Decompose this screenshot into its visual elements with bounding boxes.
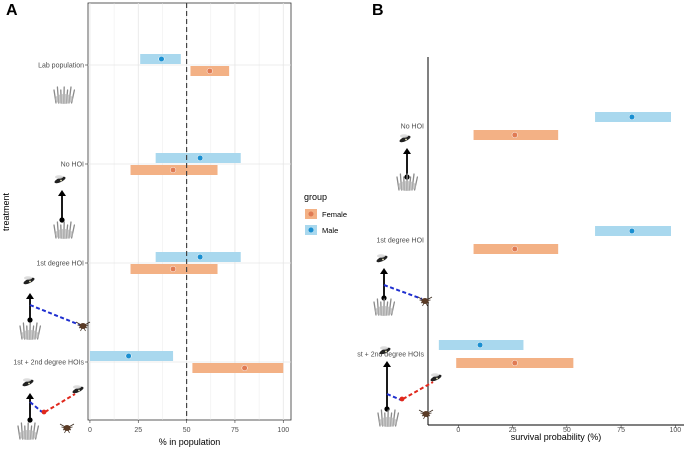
wasp-icon xyxy=(379,346,391,355)
panel-b-category-1st-degree-hoi: 1st degree HOI xyxy=(377,238,425,245)
panel-a-plot-area xyxy=(87,2,292,421)
effect-arrow-icon xyxy=(26,393,34,423)
plant-icon xyxy=(53,86,76,104)
legend-point-female xyxy=(308,211,314,217)
panel-a-tick-label: 0 xyxy=(88,427,92,434)
plant-icon xyxy=(377,409,400,427)
wasp-icon xyxy=(54,175,66,184)
panel-a-female-point-no-hoi xyxy=(170,166,177,174)
panel-b: 0 25 50 75 100 No HOI 1st degree HOI st + 2nd … xyxy=(357,57,684,442)
panel-a-x-ticks: 0 25 50 75 100 xyxy=(88,420,289,434)
panel-b-marks xyxy=(438,112,671,368)
wasp-icon xyxy=(430,373,442,382)
panel-b-tick-label: 50 xyxy=(563,427,571,434)
panel-a: 0 25 50 75 100 Lab population No HOI 1st degre… xyxy=(1,2,292,447)
plant-icon xyxy=(17,422,40,440)
panel-a-male-point-1st-2nd-degree-hois xyxy=(125,352,132,360)
plant-icon xyxy=(396,173,419,191)
panel-a-tick-label: 75 xyxy=(231,427,239,434)
panel-a-tick-label: 100 xyxy=(277,427,289,434)
panel-a-female-point-lab-population xyxy=(206,67,213,75)
panel-a-tick-label: 50 xyxy=(183,427,191,434)
modification-arrow-icon xyxy=(29,401,43,413)
spider-icon xyxy=(418,409,434,420)
panel-a-category-no-hoi: No HOI xyxy=(61,162,84,169)
panel-b-x-ticks: 0 25 50 75 100 xyxy=(456,425,681,434)
modification-arrow-icon xyxy=(29,304,81,326)
panel-b-tick-label: 100 xyxy=(669,427,681,434)
panel-b-tick-label: 25 xyxy=(509,427,517,434)
panel-b-tick-label: 75 xyxy=(617,427,625,434)
panel-a-category-1st-degree-hoi: 1st degree HOI xyxy=(37,261,85,268)
spider-icon xyxy=(59,423,75,434)
panel-b-male-point-1st-degree-hoi xyxy=(628,227,635,235)
panel-label-b: B xyxy=(372,2,384,19)
panel-a-category-labels: Lab population No HOI 1st degree HOI 1st + … xyxy=(13,63,88,367)
effect-arrow-icon xyxy=(26,293,34,323)
treatment-illustrations xyxy=(17,86,442,440)
legend-label-male: Male xyxy=(322,226,338,235)
panel-a-female-point-1st-2nd-degree-hois xyxy=(241,364,248,372)
panel-b-female-point-st-2nd-degree-hois xyxy=(511,359,518,367)
panel-a-male-point-no-hoi xyxy=(197,154,204,162)
panel-a-y-axis-title: treatment xyxy=(1,192,11,231)
panel-b-female-point-no-hoi xyxy=(511,131,518,139)
panel-a-marks xyxy=(89,3,284,420)
panel-b-female-point-1st-degree-hoi xyxy=(511,245,518,253)
legend: group Female Male xyxy=(304,192,347,235)
panel-a-category-1st-2nd-degree-hois: 1st + 2nd degree HOIs xyxy=(13,360,84,367)
modification-arrow-icon xyxy=(383,284,423,300)
wasp-icon xyxy=(376,254,388,263)
panel-b-x-axis-title: survival probability (%) xyxy=(511,432,602,442)
panel-b-category-no-hoi: No HOI xyxy=(401,124,424,131)
panel-b-category-st-2nd-degree-hois: st + 2nd degree HOIs xyxy=(357,352,424,359)
legend-label-female: Female xyxy=(322,210,347,219)
panel-a-gridlines xyxy=(88,3,291,420)
plant-icon xyxy=(373,298,396,316)
panel-a-male-point-lab-population xyxy=(158,55,165,63)
wasp-icon xyxy=(22,378,34,387)
panel-a-female-interval-1st-2nd-degree-hois xyxy=(192,363,284,373)
plant-icon xyxy=(19,322,42,340)
panel-a-male-point-1st-degree-hoi xyxy=(197,253,204,261)
panel-a-category-lab-population: Lab population xyxy=(38,63,84,70)
modification-arrow-icon xyxy=(386,393,402,401)
second-order-arrow-icon xyxy=(44,393,76,413)
effect-arrow-icon xyxy=(58,190,66,223)
interaction-node-icon xyxy=(41,409,47,415)
effect-arrow-icon xyxy=(380,268,388,301)
panel-label-a: A xyxy=(6,2,18,19)
panel-b-male-point-st-2nd-degree-hois xyxy=(477,341,484,349)
interaction-node-icon xyxy=(399,396,405,402)
plant-icon xyxy=(53,221,76,239)
legend-point-male xyxy=(308,227,314,233)
panel-a-x-axis-title: % in population xyxy=(159,437,221,447)
wasp-icon xyxy=(72,385,84,394)
panel-a-tick-label: 25 xyxy=(134,427,142,434)
wasp-icon xyxy=(23,276,35,285)
panel-b-category-labels: No HOI 1st degree HOI st + 2nd degree HOIs xyxy=(357,124,424,359)
spider-icon xyxy=(417,296,433,307)
panel-b-tick-label: 0 xyxy=(456,427,460,434)
panel-b-male-point-no-hoi xyxy=(628,113,635,121)
legend-title: group xyxy=(304,192,327,202)
spider-icon xyxy=(75,321,91,332)
panel-a-female-point-1st-degree-hoi xyxy=(170,265,177,273)
wasp-icon xyxy=(399,134,411,143)
effect-arrow-icon xyxy=(383,361,391,412)
second-order-arrow-icon xyxy=(402,381,434,400)
